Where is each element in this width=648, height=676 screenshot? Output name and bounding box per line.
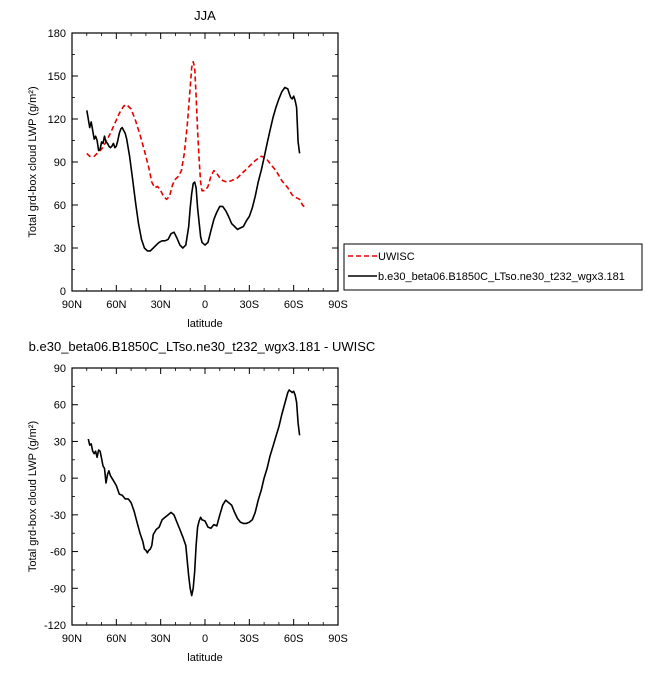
x-tick-label: 90N (62, 633, 82, 645)
y-tick-label: 0 (60, 286, 66, 298)
y-tick-label: -30 (50, 510, 66, 522)
y-tick-label: 60 (54, 200, 66, 212)
y-tick-label: 30 (54, 243, 66, 255)
y-tick-label: 60 (54, 400, 66, 412)
x-tick-label: 90S (328, 633, 348, 645)
x-tick-label: 30S (240, 633, 260, 645)
panel-jja: JJA 90N 60N 30N 0 30S 60S 90S 0 30 60 90 120 150 180 la… (27, 8, 348, 330)
plot-frame (71, 32, 339, 292)
legend-label: UWISC (378, 251, 415, 263)
legend: UWISC b.e30_beta06.B1850C_LTso.ne30_t232_… (343, 243, 643, 291)
series-line (87, 389, 301, 597)
y-tick-label: 180 (48, 28, 66, 40)
x-tick-label: 30N (151, 633, 171, 645)
legend-box (343, 243, 643, 291)
plot-frame (71, 367, 339, 626)
y-tick-label: 30 (54, 436, 66, 448)
y-tick-label: -120 (44, 620, 66, 632)
y-tick-label: 90 (54, 157, 66, 169)
x-tick-label: 0 (202, 633, 208, 645)
y-tick-label: 90 (54, 363, 66, 375)
chart-title: JJA (194, 8, 216, 23)
x-tick-label: 30N (151, 299, 171, 311)
panel-difference: b.e30_beta06.B1850C_LTso.ne30_t232_wgx3.… (27, 339, 375, 664)
x-axis-label: latitude (187, 318, 222, 330)
x-tick-label: 60S (284, 633, 304, 645)
x-tick-label: 90S (328, 299, 348, 311)
y-tick-label: -90 (50, 583, 66, 595)
chart-title: b.e30_beta06.B1850C_LTso.ne30_t232_wgx3.… (29, 339, 376, 354)
x-tick-label: 60N (106, 633, 126, 645)
x-tick-label: 90N (62, 299, 82, 311)
x-tick-label: 0 (202, 299, 208, 311)
y-tick-label: 120 (48, 114, 66, 126)
x-tick-label: 30S (240, 299, 260, 311)
x-axis-label: latitude (187, 652, 222, 664)
y-tick-label: 0 (60, 473, 66, 485)
legend-label: b.e30_beta06.B1850C_LTso.ne30_t232_wgx3.… (378, 271, 625, 283)
series-line (86, 86, 301, 252)
y-tick-label: -60 (50, 547, 66, 559)
x-tick-label: 60S (284, 299, 304, 311)
y-tick-label: 150 (48, 71, 66, 83)
x-tick-label: 60N (106, 299, 126, 311)
y-axis-label: Total grd-box cloud LWP (g/m²) (27, 86, 39, 237)
y-axis-label: Total grd-box cloud LWP (g/m²) (27, 421, 39, 572)
